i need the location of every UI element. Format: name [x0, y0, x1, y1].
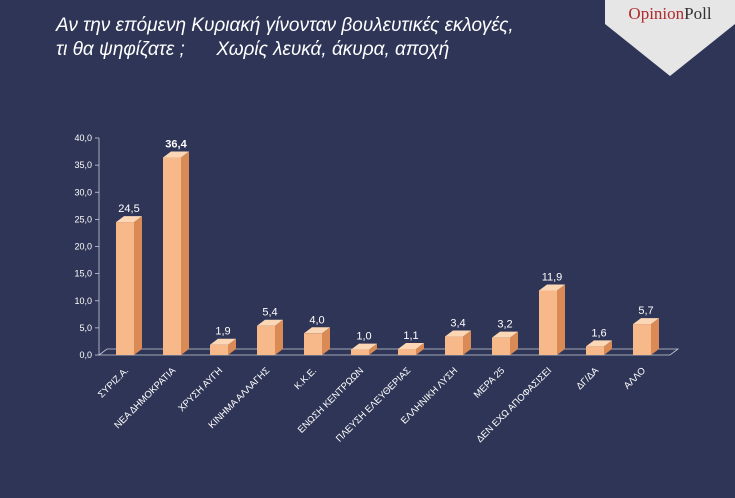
bar — [351, 349, 369, 355]
bar-side — [275, 319, 283, 355]
bar-side — [510, 331, 518, 355]
y-tick-label: 10,0 — [74, 296, 92, 306]
title-line-1: Αν την επόμενη Κυριακή γίνονταν βουλευτι… — [56, 15, 514, 36]
bar-side — [228, 338, 236, 355]
bar-side — [322, 327, 330, 355]
bar — [586, 346, 604, 355]
data-label: 5,7 — [638, 305, 653, 317]
y-tick-label: 30,0 — [74, 187, 92, 197]
bar-top — [257, 319, 283, 326]
data-label: 1,6 — [591, 327, 606, 339]
bar-top — [210, 338, 236, 345]
bar — [116, 222, 134, 355]
y-tick-label: 25,0 — [74, 214, 92, 224]
bar-side — [557, 284, 565, 355]
data-label: 3,4 — [450, 318, 465, 330]
bar — [445, 336, 463, 355]
category-label: ΧΡΥΣΗ ΑΥΓΗ — [176, 365, 225, 414]
bar-side — [181, 151, 189, 355]
category-label: ΜΕΡΑ 25 — [472, 365, 507, 400]
y-tick-label: 35,0 — [74, 160, 92, 170]
logo-text-poll: Poll — [684, 4, 712, 23]
bar-side — [651, 318, 659, 355]
bar-side — [369, 343, 377, 355]
bar-top — [351, 343, 377, 350]
chart-floor — [97, 348, 680, 356]
bar — [633, 324, 651, 355]
y-tick-label: 20,0 — [74, 242, 92, 252]
bar — [257, 325, 275, 355]
y-tick-label: 0,0 — [79, 350, 92, 360]
data-label: 4,0 — [309, 314, 324, 326]
data-label: 1,1 — [403, 330, 418, 342]
bar-top — [445, 330, 471, 337]
svg-text:OpinionPoll: OpinionPoll — [628, 4, 711, 23]
bar-top — [116, 216, 142, 223]
y-tick-label: 15,0 — [74, 269, 92, 279]
data-label: 5,4 — [262, 307, 277, 319]
bar — [304, 333, 322, 355]
bar-top — [398, 343, 424, 350]
data-label: 11,9 — [542, 271, 563, 283]
chart-title: Αν την επόμενη Κυριακή γίνονταν βουλευτι… — [56, 14, 576, 62]
category-label: Κ.Κ.Ε. — [292, 365, 319, 392]
category-label: ΑΛΛΟ — [622, 365, 648, 391]
bar-top — [304, 327, 330, 334]
bar-top — [586, 340, 612, 347]
bar — [398, 349, 416, 355]
bar-top — [633, 318, 659, 325]
bar-top — [163, 151, 189, 158]
bar-top — [492, 331, 518, 338]
bar — [492, 337, 510, 355]
y-tick-label: 5,0 — [79, 323, 92, 333]
bar — [163, 157, 181, 355]
bar — [539, 290, 557, 355]
category-label: ΣΥΡΙΖ.Α. — [96, 365, 131, 400]
title-line-2: τι θα ψηφίζατε ; Χωρίς λευκά, άκυρα, απο… — [56, 39, 450, 60]
bar-top — [539, 284, 565, 291]
data-label: 1,9 — [215, 326, 230, 338]
y-tick-label: 40,0 — [74, 133, 92, 143]
bar — [210, 344, 228, 355]
bar-side — [463, 330, 471, 355]
data-label: 3,2 — [497, 319, 512, 331]
bar-side — [604, 340, 612, 355]
logo-badge-shape — [605, 0, 735, 76]
bar-side — [134, 216, 142, 355]
category-label: ΔΓ/ΔΑ — [574, 365, 601, 392]
data-label: 1,0 — [356, 331, 371, 343]
opinionpoll-logo: OpinionPoll — [605, 0, 735, 76]
logo-text-opinion: Opinion — [628, 4, 684, 23]
data-label: 36,4 — [165, 139, 187, 151]
bar-side — [416, 343, 424, 355]
data-label: 24,5 — [118, 203, 139, 215]
